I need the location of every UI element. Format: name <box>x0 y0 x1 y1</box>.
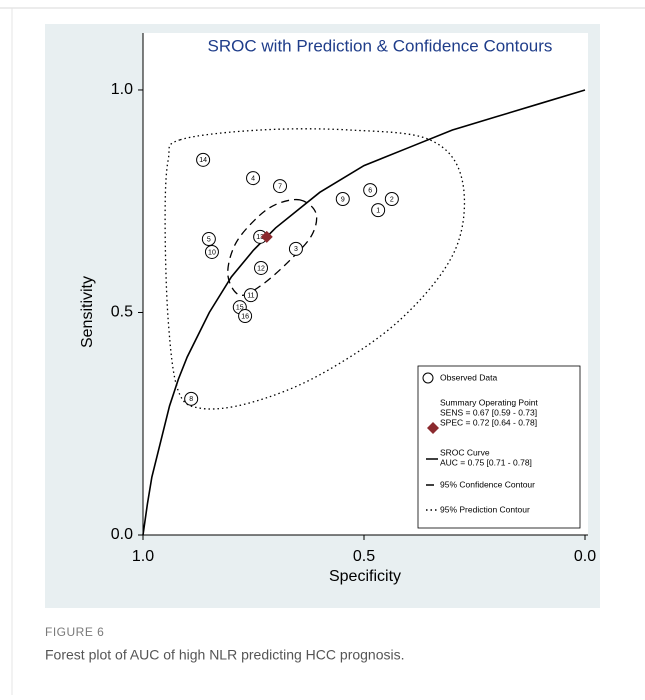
study-point <box>246 171 261 186</box>
legend-label: 95% Prediction Contour <box>440 504 530 514</box>
study-label: 3 <box>294 246 298 253</box>
study-label: 6 <box>368 187 372 194</box>
legend-symbol <box>422 372 434 384</box>
legend-box <box>417 365 581 529</box>
study-label: 2 <box>390 196 394 203</box>
legend-detail: SPEC = 0.72 [0.64 - 0.78] <box>440 417 537 427</box>
figure-label: FIGURE 6 <box>45 625 104 639</box>
study-label: 14 <box>199 157 207 164</box>
study-label: 7 <box>278 183 282 190</box>
study-label: 16 <box>241 313 249 320</box>
study-label: 12 <box>257 265 265 272</box>
study-point <box>335 191 350 206</box>
x-tick-label: 0.5 <box>353 548 375 565</box>
study-label: 8 <box>189 396 193 403</box>
y-tick-label: 0.0 <box>111 526 133 543</box>
contour <box>164 128 466 410</box>
legend-label: Observed Data <box>440 372 497 382</box>
y-axis-label: Sensitivity <box>79 276 96 348</box>
study-point <box>196 152 211 167</box>
plot: 0.00.51.01.0 0.5 0.01447962151013312111516… <box>111 33 596 565</box>
study-label: 4 <box>251 175 255 182</box>
study-label: 9 <box>341 196 345 203</box>
study-label: 13 <box>256 234 264 241</box>
study-label: 15 <box>236 304 244 311</box>
legend-label: Summary Operating Point <box>440 397 538 407</box>
study-point <box>201 232 216 247</box>
study-point <box>204 244 219 259</box>
legend-label: 95% Confidence Contour <box>440 479 535 489</box>
legend-detail: SENS = 0.67 [0.59 - 0.73] <box>440 407 537 417</box>
study-point <box>254 260 269 275</box>
study-point <box>363 183 378 198</box>
chart-title: SROC with Prediction & Confidence Contou… <box>208 36 553 55</box>
study-label: 10 <box>208 249 216 256</box>
legend-detail: AUC = 0.75 [0.71 - 0.78] <box>440 457 532 467</box>
study-point <box>384 191 399 206</box>
study-label: 1 <box>376 207 380 214</box>
y-tick-label: 0.5 <box>111 304 133 321</box>
x-axis-label: Specificity <box>329 568 401 585</box>
study-point <box>371 203 386 218</box>
contour <box>227 198 318 297</box>
study-point <box>288 241 303 256</box>
study-point <box>273 179 288 194</box>
figure-caption: Forest plot of AUC of high NLR predictin… <box>45 647 405 663</box>
y-tick-label: 1.0 <box>111 81 133 98</box>
legend-symbol <box>427 422 439 434</box>
legend-label: SROC Curve <box>440 447 490 457</box>
study-point <box>184 391 199 406</box>
x-tick-label: 1.0 <box>132 548 154 565</box>
study-label: 11 <box>247 292 254 299</box>
x-tick-label: 0.0 <box>574 548 596 565</box>
summary-point <box>260 230 273 243</box>
study-point <box>238 309 253 324</box>
study-label: 5 <box>207 236 211 243</box>
sroc-curve <box>142 89 586 536</box>
study-point <box>243 288 258 303</box>
